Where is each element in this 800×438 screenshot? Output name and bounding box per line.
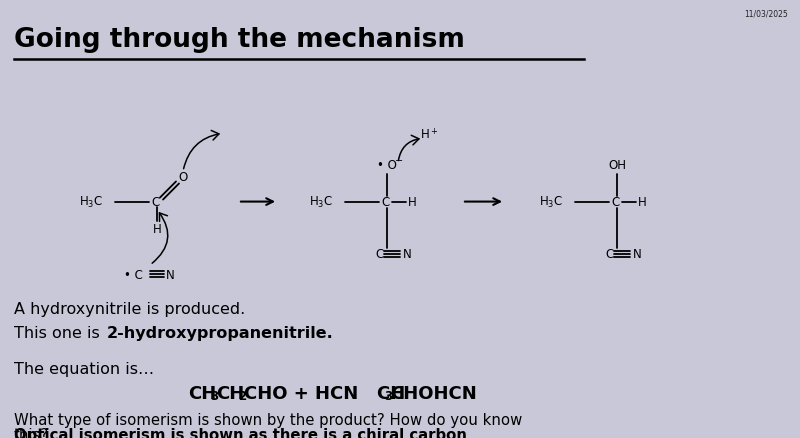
Text: C: C xyxy=(151,196,159,208)
Text: H: H xyxy=(153,223,162,236)
Text: N: N xyxy=(402,248,411,261)
Text: N: N xyxy=(633,248,642,261)
Text: H: H xyxy=(408,196,416,208)
Text: The equation is…: The equation is… xyxy=(14,361,154,376)
Text: CH: CH xyxy=(216,384,244,402)
Text: C: C xyxy=(375,248,383,261)
Text: this?: this? xyxy=(14,427,49,438)
Text: CHO + HCN   CH: CHO + HCN CH xyxy=(244,384,406,402)
Text: • O: • O xyxy=(377,159,397,171)
Text: OH: OH xyxy=(608,159,626,171)
Text: −: − xyxy=(395,156,403,166)
FancyArrowPatch shape xyxy=(152,213,168,264)
FancyArrowPatch shape xyxy=(183,131,219,170)
Text: H$_3$C: H$_3$C xyxy=(309,194,333,210)
Text: What type of isomerism is shown by the product? How do you know: What type of isomerism is shown by the p… xyxy=(14,412,522,427)
Text: C: C xyxy=(605,248,613,261)
Text: CHOHCN: CHOHCN xyxy=(390,384,477,402)
FancyArrowPatch shape xyxy=(398,136,419,161)
Text: CH: CH xyxy=(188,384,216,402)
Text: • C: • C xyxy=(123,268,142,281)
Text: 2-hydroxypropanenitrile.: 2-hydroxypropanenitrile. xyxy=(107,325,334,341)
Text: H$_3$C: H$_3$C xyxy=(79,194,103,210)
Text: Going through the mechanism: Going through the mechanism xyxy=(14,27,466,53)
Text: A hydroxynitrile is produced.: A hydroxynitrile is produced. xyxy=(14,301,246,317)
Text: +: + xyxy=(430,126,438,135)
Text: 3: 3 xyxy=(384,389,392,402)
Text: O: O xyxy=(178,170,188,184)
Text: This one is: This one is xyxy=(14,325,100,341)
Text: 3: 3 xyxy=(210,389,218,402)
Text: H: H xyxy=(421,127,430,140)
Text: C: C xyxy=(611,196,619,208)
Text: C: C xyxy=(381,196,389,208)
Text: H$_3$C: H$_3$C xyxy=(539,194,563,210)
Text: 11/03/2025: 11/03/2025 xyxy=(744,10,788,19)
Text: H: H xyxy=(638,196,646,208)
Text: N: N xyxy=(166,268,174,281)
Text: 2: 2 xyxy=(238,389,246,402)
Text: Optical isomerism is shown as there is a chiral carbon: Optical isomerism is shown as there is a… xyxy=(14,427,467,438)
